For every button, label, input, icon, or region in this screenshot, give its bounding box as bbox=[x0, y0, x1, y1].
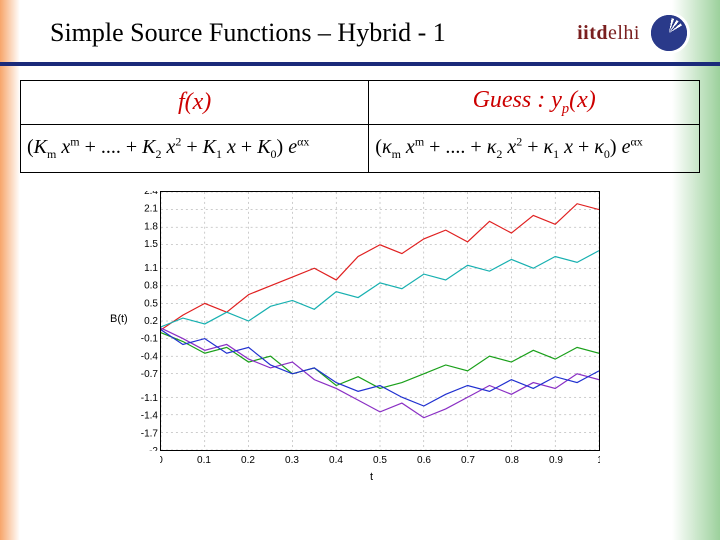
page-title: Simple Source Functions – Hybrid - 1 bbox=[50, 18, 446, 48]
fx-expr: (Km xm + .... + K2 x2 + K1 x + K0) eαx bbox=[27, 136, 309, 158]
gx-sub: p bbox=[562, 101, 569, 117]
brand-iitd: iitd bbox=[577, 22, 608, 44]
svg-text:0.2: 0.2 bbox=[241, 455, 255, 466]
svg-text:-1.4: -1.4 bbox=[141, 410, 159, 421]
svg-text:-2: -2 bbox=[149, 446, 158, 451]
x-axis-label: t bbox=[370, 471, 373, 483]
svg-text:-0.1: -0.1 bbox=[141, 334, 159, 345]
svg-text:0.1: 0.1 bbox=[197, 455, 211, 466]
y-axis-ticks: -2 -1.7 -1.4 -1.1 -0.7 -0.4 -0.1 0.2 0.5 0.8 1.1 1.… bbox=[128, 191, 160, 451]
title-divider bbox=[0, 62, 720, 66]
svg-text:2.4: 2.4 bbox=[144, 191, 158, 197]
svg-text:1.1: 1.1 bbox=[144, 263, 158, 274]
svg-text:0.9: 0.9 bbox=[549, 455, 563, 466]
th-fx: f(x) bbox=[21, 81, 369, 125]
slide: Simple Source Functions – Hybrid - 1 iit… bbox=[0, 0, 720, 540]
svg-text:1.5: 1.5 bbox=[144, 239, 158, 250]
svg-text:2.1: 2.1 bbox=[144, 204, 158, 215]
svg-text:0.5: 0.5 bbox=[144, 298, 158, 309]
svg-text:-1.1: -1.1 bbox=[141, 393, 159, 404]
td-fx: (Km xm + .... + K2 x2 + K1 x + K0) eαx bbox=[21, 124, 369, 172]
brand: iitdelhi bbox=[577, 12, 690, 54]
svg-text:0.5: 0.5 bbox=[373, 455, 387, 466]
svg-text:0.3: 0.3 bbox=[285, 455, 299, 466]
x-axis-ticks: 0 0.1 0.2 0.3 0.4 0.5 0.6 0.7 0.8 0.9 1 bbox=[160, 451, 600, 471]
svg-text:-1.7: -1.7 bbox=[141, 428, 159, 439]
svg-text:0: 0 bbox=[160, 455, 163, 466]
gx-arg: (x) bbox=[569, 87, 596, 113]
svg-text:-0.7: -0.7 bbox=[141, 369, 159, 380]
svg-text:1: 1 bbox=[597, 455, 600, 466]
y-axis-label: B(t) bbox=[110, 313, 128, 325]
gx-expr: (κm xm + .... + κ2 x2 + κ1 x + κ0) eαx bbox=[375, 136, 642, 158]
svg-text:0.7: 0.7 bbox=[461, 455, 475, 466]
th-gx: Guess : yp(x) bbox=[369, 81, 700, 125]
series-group bbox=[161, 204, 599, 418]
td-gx: (κm xm + .... + κ2 x2 + κ1 x + κ0) eαx bbox=[369, 124, 700, 172]
svg-text:0.6: 0.6 bbox=[417, 455, 431, 466]
gx-prefix: Guess : bbox=[473, 87, 552, 113]
brand-text: iitdelhi bbox=[577, 22, 640, 45]
brand-elhi: elhi bbox=[608, 22, 640, 44]
svg-text:0.4: 0.4 bbox=[329, 455, 343, 466]
brownian-chart: B(t) -2 -1.7 -1.4 -1.1 -0.7 -0.4 -0.1 0.2 0.5 0.8… bbox=[110, 183, 610, 483]
chart-plot bbox=[160, 191, 600, 451]
svg-text:0.2: 0.2 bbox=[144, 316, 158, 327]
functions-table: f(x) Guess : yp(x) (Km xm + .... + K2 x2… bbox=[20, 80, 700, 173]
iitd-logo-icon bbox=[648, 12, 690, 54]
svg-text:0.8: 0.8 bbox=[144, 280, 158, 291]
gx-var: y bbox=[551, 87, 562, 113]
svg-text:-0.4: -0.4 bbox=[141, 351, 159, 362]
svg-text:0.8: 0.8 bbox=[505, 455, 519, 466]
svg-text:1.8: 1.8 bbox=[144, 221, 158, 232]
title-row: Simple Source Functions – Hybrid - 1 iit… bbox=[0, 0, 720, 62]
